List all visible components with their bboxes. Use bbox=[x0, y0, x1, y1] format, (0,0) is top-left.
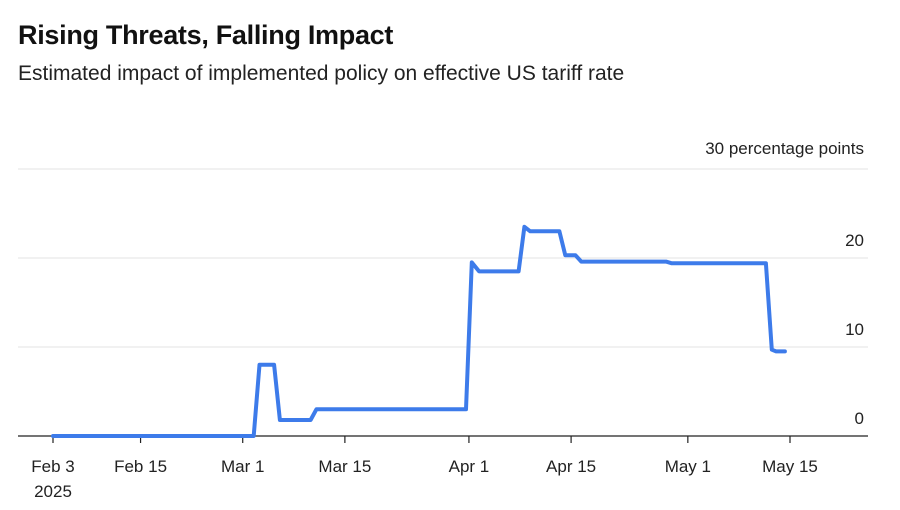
x-tick-label-3: Mar 15 bbox=[318, 457, 371, 476]
x-axis: Feb 3 2025 Feb 15 Mar 1 Mar 15 Apr 1 Apr 15 May… bbox=[18, 435, 868, 501]
x-tick-label-2: Mar 1 bbox=[221, 457, 264, 476]
x-tick-label-0: Feb 3 bbox=[31, 457, 74, 476]
y-tick-label-20: 20 bbox=[845, 231, 864, 250]
y-axis-unit-label: 30 percentage points bbox=[705, 139, 864, 158]
x-tick-label-7: May 15 bbox=[762, 457, 818, 476]
x-tick-label-5: Apr 15 bbox=[546, 457, 596, 476]
x-tick-label-1: Feb 15 bbox=[114, 457, 167, 476]
series-group bbox=[51, 224, 787, 438]
chart-title: Rising Threats, Falling Impact bbox=[18, 20, 394, 50]
x-tick-sublabel-0: 2025 bbox=[34, 482, 72, 501]
gridlines bbox=[18, 168, 868, 348]
chart-subtitle: Estimated impact of implemented policy o… bbox=[18, 62, 625, 85]
x-tick-label-4: Apr 1 bbox=[449, 457, 490, 476]
y-tick-label-0: 0 bbox=[855, 409, 864, 428]
y-axis-ticks: 0 10 20 bbox=[845, 231, 864, 428]
y-tick-label-10: 10 bbox=[845, 320, 864, 339]
series-line-0 bbox=[51, 224, 787, 438]
x-tick-label-6: May 1 bbox=[665, 457, 711, 476]
